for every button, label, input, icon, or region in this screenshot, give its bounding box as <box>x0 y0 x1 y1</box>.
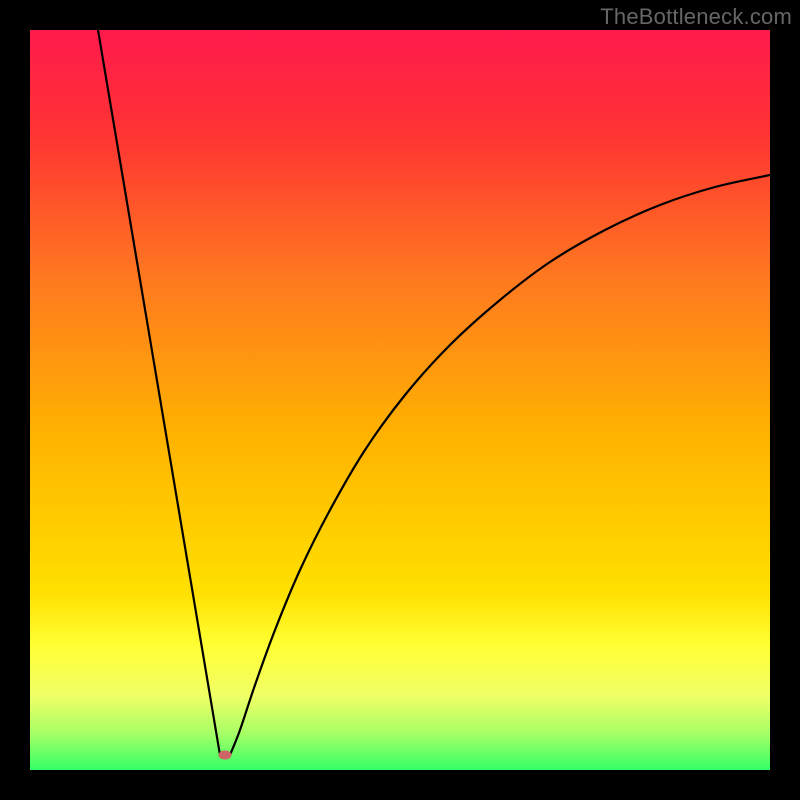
min-point-marker <box>219 751 232 760</box>
plot-area <box>30 30 770 770</box>
left-branch-line <box>98 30 220 755</box>
right-branch-line <box>230 175 770 755</box>
chart-frame: TheBottleneck.com <box>0 0 800 800</box>
curve-layer <box>30 30 770 770</box>
watermark-text: TheBottleneck.com <box>600 4 792 30</box>
